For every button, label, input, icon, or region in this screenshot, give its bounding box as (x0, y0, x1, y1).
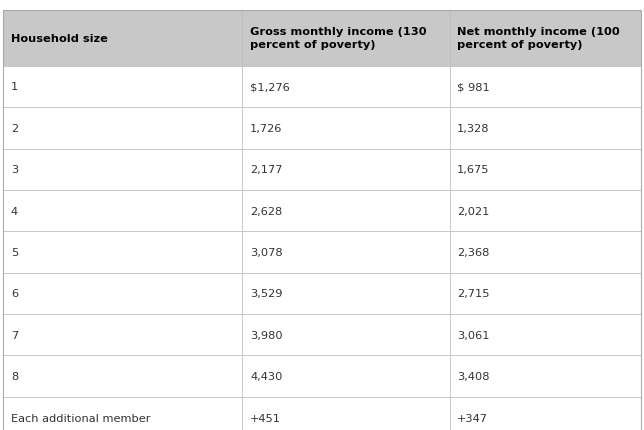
Text: 2,021: 2,021 (457, 206, 489, 216)
Bar (450, 67, 641, 108)
Bar (450, 356, 641, 397)
Text: 1,726: 1,726 (250, 123, 283, 134)
Text: 2,715: 2,715 (457, 289, 489, 299)
Text: 1,328: 1,328 (457, 123, 489, 134)
Bar (3, 67, 242, 108)
Bar (242, 149, 450, 190)
Bar (242, 273, 450, 314)
Bar (242, 11, 450, 67)
Text: 3,061: 3,061 (457, 330, 489, 340)
Text: 4: 4 (11, 206, 18, 216)
Bar (242, 397, 450, 430)
Bar (242, 108, 450, 149)
Bar (450, 149, 641, 190)
Bar (3, 356, 242, 397)
Text: Net monthly income (100
percent of poverty): Net monthly income (100 percent of pover… (457, 28, 620, 50)
Bar (3, 314, 242, 356)
Text: 3,980: 3,980 (250, 330, 283, 340)
Text: 7: 7 (11, 330, 18, 340)
Bar (3, 108, 242, 149)
Text: $1,276: $1,276 (250, 82, 290, 92)
Bar (3, 397, 242, 430)
Text: 3,078: 3,078 (250, 247, 283, 258)
Bar (450, 397, 641, 430)
Bar (3, 11, 242, 67)
Text: 6: 6 (11, 289, 18, 299)
Bar (242, 232, 450, 273)
Bar (450, 273, 641, 314)
Text: 3,408: 3,408 (457, 371, 489, 381)
Text: 2,628: 2,628 (250, 206, 282, 216)
Text: 2,177: 2,177 (250, 165, 283, 175)
Text: 2,368: 2,368 (457, 247, 489, 258)
Text: 5: 5 (11, 247, 18, 258)
Bar (450, 11, 641, 67)
Bar (3, 232, 242, 273)
Bar (3, 149, 242, 190)
Bar (242, 190, 450, 232)
Text: 3,529: 3,529 (250, 289, 283, 299)
Text: Gross monthly income (130
percent of poverty): Gross monthly income (130 percent of pov… (250, 28, 427, 50)
Text: 8: 8 (11, 371, 18, 381)
Text: 2: 2 (11, 123, 18, 134)
Text: 3: 3 (11, 165, 18, 175)
Bar (450, 314, 641, 356)
Text: 1,675: 1,675 (457, 165, 489, 175)
Text: 1: 1 (11, 82, 18, 92)
Text: $ 981: $ 981 (457, 82, 490, 92)
Text: +347: +347 (457, 412, 488, 423)
Text: Household size: Household size (11, 34, 108, 44)
Text: 4,430: 4,430 (250, 371, 283, 381)
Text: +451: +451 (250, 412, 281, 423)
Bar (3, 273, 242, 314)
Text: Each additional member: Each additional member (11, 412, 151, 423)
Bar (3, 190, 242, 232)
Bar (242, 356, 450, 397)
Bar (450, 190, 641, 232)
Bar (450, 108, 641, 149)
Bar (450, 232, 641, 273)
Bar (242, 67, 450, 108)
Bar (242, 314, 450, 356)
